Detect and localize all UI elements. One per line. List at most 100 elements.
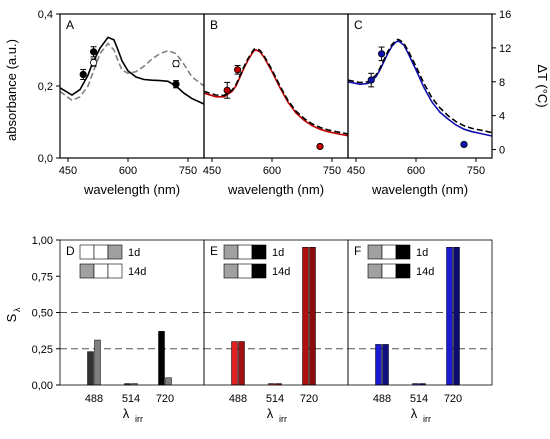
y2-tick-label: 4 — [499, 111, 505, 123]
x-tick-label: 750 — [179, 165, 197, 177]
y2-tick-label: 8 — [499, 77, 505, 89]
x-axis-label: wavelength (nm) — [371, 182, 468, 197]
plot-frame — [347, 13, 493, 159]
plot-frame — [347, 239, 493, 386]
category-label: 514 — [266, 393, 284, 405]
x-tick-label: 750 — [467, 165, 485, 177]
y2-tick-label: 16 — [499, 9, 511, 21]
y-tick-label: 0,75 — [32, 271, 53, 283]
bar-14d-720 — [165, 377, 172, 386]
category-label: 514 — [410, 393, 428, 405]
bar-14d-720 — [453, 247, 460, 386]
category-label: 488 — [373, 393, 391, 405]
series-dashed-line — [59, 42, 205, 102]
legend-label: 14d — [272, 266, 290, 278]
series-dashed-line — [347, 38, 493, 134]
data-point — [223, 86, 231, 94]
plot-frame — [203, 13, 349, 159]
x-axis-label-subscript: irr — [135, 414, 143, 424]
legend-label: 14d — [416, 266, 434, 278]
legend-label: 1d — [272, 247, 284, 259]
legend-swatch — [395, 244, 411, 260]
panel-label: E — [210, 244, 218, 258]
category-label: 720 — [444, 393, 462, 405]
legend-label: 1d — [128, 247, 140, 259]
data-point — [234, 66, 242, 74]
bar-14d-488 — [382, 344, 389, 386]
x-tick-label: 750 — [323, 165, 341, 177]
data-point — [460, 140, 468, 149]
y2-tick-label: 12 — [499, 43, 511, 55]
x-axis-label: λ — [267, 406, 274, 421]
bar-1d-720 — [302, 247, 309, 386]
x-tick-label: 450 — [347, 165, 365, 177]
category-label: 514 — [122, 393, 140, 405]
legend-swatch — [107, 263, 123, 279]
legend-label: 1d — [416, 247, 428, 259]
data-point — [90, 48, 98, 56]
panel-a: 450 600 750 wavelength (nm) A 0,0 0,2 0,4 absorb… — [4, 9, 205, 197]
x-tick-label: 600 — [119, 165, 137, 177]
legend-swatch — [107, 244, 123, 260]
panel-label: F — [354, 244, 361, 258]
category-label: 488 — [85, 393, 103, 405]
y-tick-label: 0,00 — [32, 380, 53, 392]
series-solid-line — [203, 49, 349, 137]
x-tick-label: 450 — [59, 165, 77, 177]
legend-swatch — [395, 263, 411, 279]
data-point — [367, 76, 375, 84]
panel-b: 450 600 750 wavelength (nm) B — [203, 13, 349, 197]
x-axis-label: wavelength (nm) — [83, 182, 180, 197]
legend-swatch — [367, 263, 383, 279]
data-point — [90, 58, 98, 67]
panel-label: D — [66, 244, 75, 258]
spectra-panels: 450 600 750 wavelength (nm) A 0,0 0,2 0,4 absorb… — [4, 9, 550, 197]
category-label: 720 — [156, 393, 174, 405]
bar-1d-720 — [158, 331, 165, 386]
x-tick-label: 600 — [407, 165, 425, 177]
legend-swatch — [93, 263, 109, 279]
bar-1d-488 — [231, 341, 238, 386]
x-tick-label: 450 — [203, 165, 221, 177]
data-point — [172, 80, 180, 88]
legend-swatch — [237, 263, 253, 279]
x-axis-label: λ — [123, 406, 130, 421]
series-dashed-line — [203, 47, 349, 135]
category-label: 488 — [229, 393, 247, 405]
legend-swatch — [251, 263, 267, 279]
bar-1d-488 — [87, 351, 94, 386]
legend-swatch — [251, 244, 267, 260]
bar-14d-720 — [309, 247, 316, 386]
y-tick-label: 0,4 — [38, 9, 53, 21]
legend-swatch — [79, 244, 95, 260]
data-point — [172, 60, 180, 68]
panel-c: 450 600 750 wavelength (nm) C 0 4 8 12 16 ΔT (°C) — [347, 9, 550, 197]
y-tick-label: 1,00 — [32, 235, 53, 247]
panel-label: B — [210, 18, 218, 32]
bar-14d-488 — [238, 341, 245, 386]
y-axis-label: absorbance (a.u.) — [4, 39, 19, 141]
legend-swatch — [93, 244, 109, 260]
data-point — [79, 70, 87, 79]
x-axis-label: wavelength (nm) — [227, 182, 324, 197]
y2-axis-label: ΔT (°C) — [535, 64, 550, 107]
data-point — [377, 50, 386, 58]
panel-label: C — [354, 18, 363, 32]
category-label: 720 — [300, 393, 318, 405]
x-axis-label-subscript: irr — [423, 414, 431, 424]
y-tick-label: 0,2 — [38, 81, 53, 93]
y-tick-label: 0,50 — [32, 308, 53, 320]
y-axis-label-subscript: λ — [12, 307, 22, 312]
y-tick-label: 0,0 — [38, 153, 53, 165]
panel-f: 488 514 720 F 1d 14d λ irr — [347, 239, 493, 424]
bar-1d-720 — [446, 247, 453, 386]
legend-label: 14d — [128, 266, 146, 278]
legend-swatch — [381, 244, 397, 260]
legend-swatch — [367, 244, 383, 260]
series-solid-line — [347, 40, 493, 137]
y-axis-label: S — [4, 313, 19, 322]
legend-swatch — [223, 263, 239, 279]
